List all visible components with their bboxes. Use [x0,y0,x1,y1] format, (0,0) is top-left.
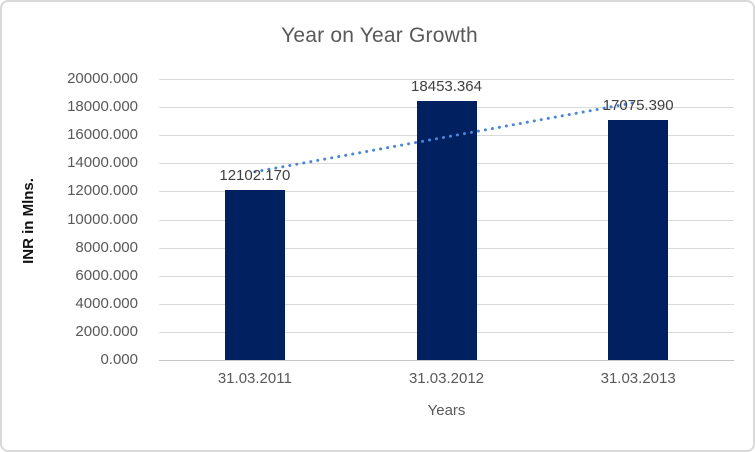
y-tick-label: 2000.000 [75,322,138,340]
y-tick-label: 8000.000 [75,238,138,256]
gridline [159,79,734,80]
data-label: 17075.390 [602,97,674,115]
y-tick-label: 12000.000 [67,182,138,200]
y-tick-label: 18000.000 [67,98,138,116]
y-tick-label: 4000.000 [75,294,138,312]
x-axis-title: Years [427,402,466,419]
data-label: 18453.364 [411,77,482,95]
chart-title: Year on Year Growth [281,24,478,47]
data-label: 12102.170 [219,166,291,184]
y-tick-label: 20000.000 [67,70,138,87]
bar-31.03.2012 [416,100,477,360]
y-tick-label: 14000.000 [67,154,138,172]
x-tick-label: 31.03.2012 [408,370,485,387]
y-tick-label: 16000.000 [67,126,138,144]
y-tick-label: 10000.000 [67,210,138,228]
y-tick-label: 6000.000 [75,266,138,284]
y-tick-label: 0.000 [100,351,138,368]
bar-31.03.2011 [224,189,285,360]
plot-area: 12102.170 18453.364 17075.390 [159,77,734,361]
trendline [253,100,640,174]
x-tick-label: 31.03.2011 [217,370,292,387]
bar-31.03.2013 [608,120,669,360]
x-tick-label: 31.03.2013 [600,370,676,387]
